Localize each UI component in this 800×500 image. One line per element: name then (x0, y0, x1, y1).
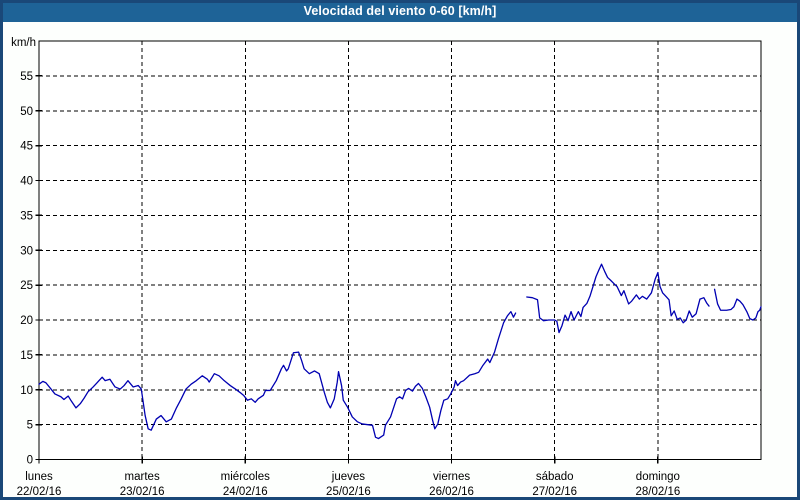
y-axis-unit-label: km/h (11, 37, 36, 49)
day-date-label: 22/02/16 (17, 486, 62, 498)
y-tick-label: 45 (20, 141, 33, 153)
day-date-label: 23/02/16 (120, 486, 165, 498)
day-date-label: 27/02/16 (532, 486, 577, 498)
day-name-label: domingo (636, 471, 680, 483)
wind-speed-line (38, 263, 762, 440)
y-tick-label: 5 (27, 420, 33, 432)
day-name-label: martes (125, 471, 160, 483)
y-gridlines (39, 75, 761, 426)
title-bar: Velocidad del viento 0-60 [km/h] (0, 0, 800, 22)
y-tick-label: 35 (20, 210, 33, 222)
y-tick-label: 10 (20, 385, 33, 397)
day-date-label: 28/02/16 (635, 486, 680, 498)
wind-speed-series-segment (38, 310, 517, 440)
y-tick-label: 55 (20, 71, 33, 83)
day-date-label: 24/02/16 (223, 486, 268, 498)
x-day-labels: lunes 22/02/16 martes 23/02/16 miércoles 24/0… (17, 471, 681, 498)
day-name-label: jueves (331, 471, 365, 483)
wind-speed-series-segment (713, 288, 762, 321)
y-tick-label: 50 (20, 106, 33, 118)
y-tick-labels: 0 5 10 15 20 25 30 35 40 45 50 55 (20, 71, 33, 467)
day-name-label: sábado (536, 471, 574, 483)
y-tick-label: 20 (20, 315, 33, 327)
day-name-label: viernes (433, 471, 470, 483)
chart-title: Velocidad del viento 0-60 [km/h] (303, 4, 497, 18)
axis-ticks (35, 75, 659, 464)
y-tick-label: 15 (20, 350, 33, 362)
y-tick-label: 40 (20, 176, 33, 188)
day-name-label: miércoles (221, 471, 270, 483)
y-tick-label: 30 (20, 245, 33, 257)
y-tick-label: 0 (27, 455, 33, 467)
day-date-label: 26/02/16 (429, 486, 474, 498)
wind-speed-series-segment (526, 263, 710, 334)
day-name-label: lunes (25, 471, 53, 483)
y-tick-label: 25 (20, 280, 33, 292)
day-date-label: 25/02/16 (326, 486, 371, 498)
